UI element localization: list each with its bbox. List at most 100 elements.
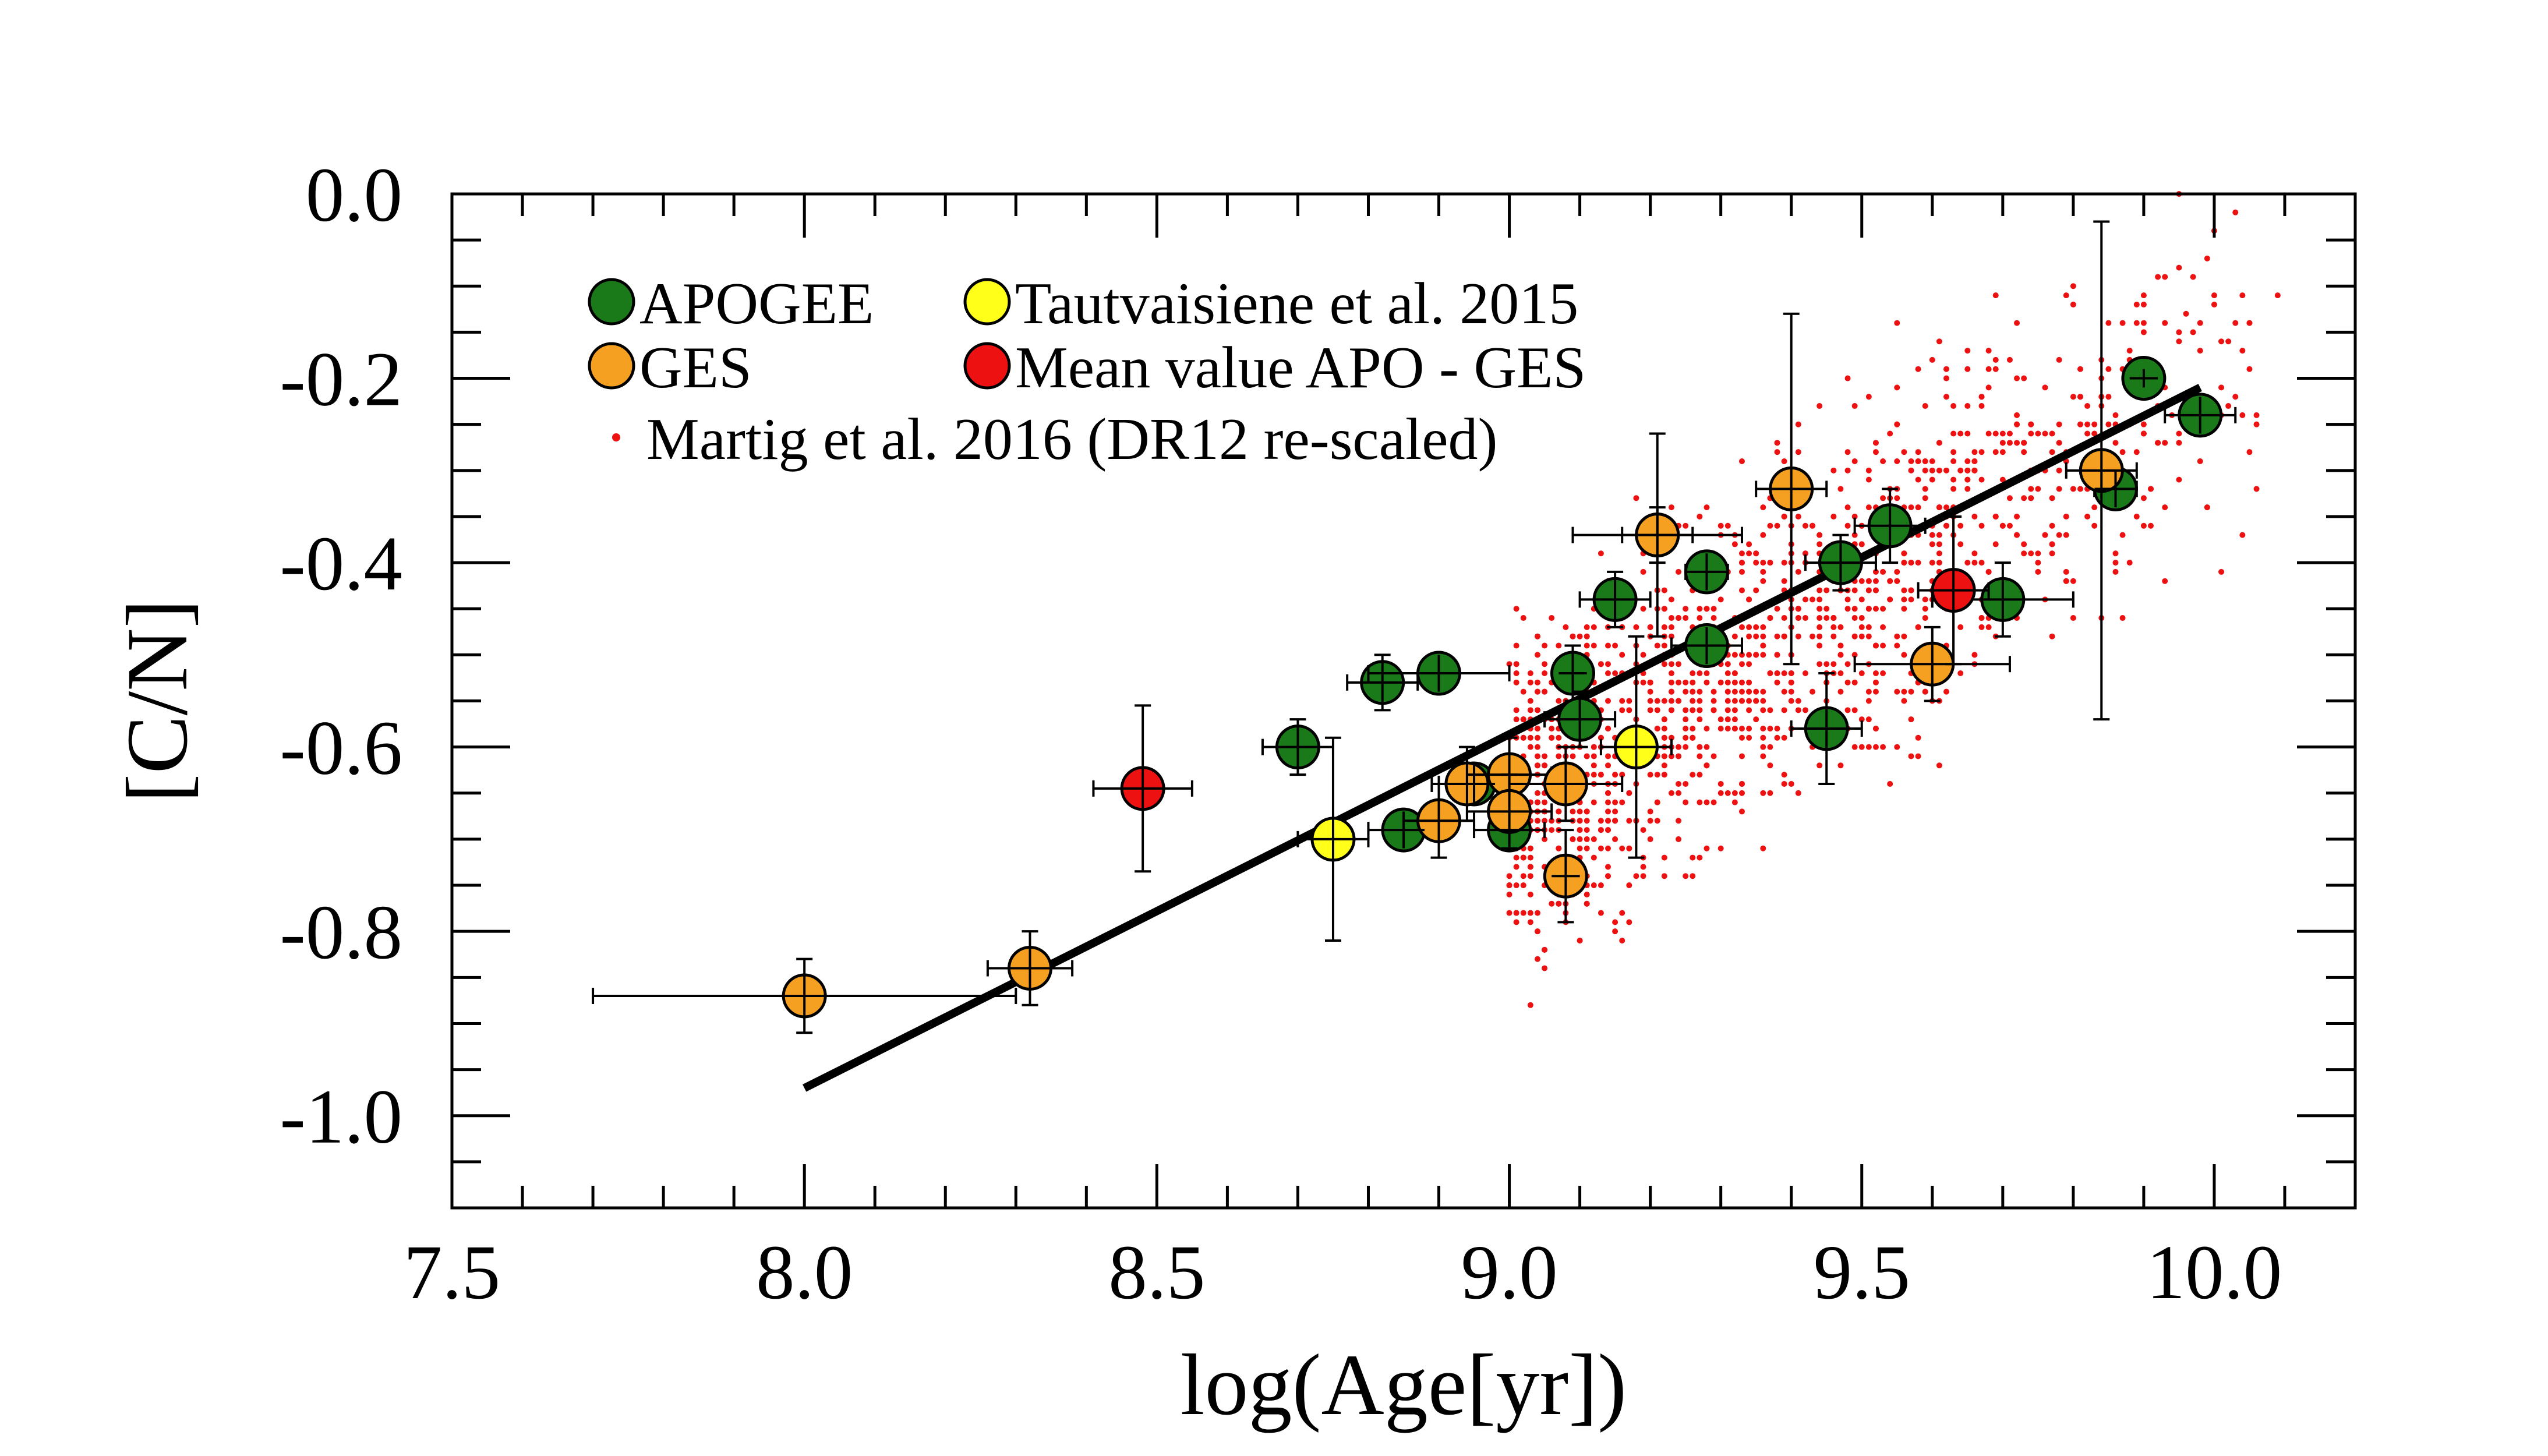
martig-point [1668, 661, 1674, 667]
martig-point [1943, 504, 1949, 511]
martig-point [1746, 688, 1752, 695]
martig-point [1950, 458, 1957, 464]
martig-point [1549, 615, 1555, 621]
martig-point [1717, 522, 1724, 529]
martig-point [2140, 292, 2147, 299]
martig-point [1753, 587, 1759, 593]
martig-point [1626, 790, 1632, 796]
martig-point [1626, 698, 1632, 704]
martig-point [1556, 900, 1562, 907]
martig-point [1746, 707, 1752, 713]
martig-point [1612, 799, 1618, 805]
martig-point [1929, 532, 1935, 538]
martig-point [1774, 670, 1780, 677]
martig-point [1781, 772, 1787, 778]
martig-point [2197, 320, 2203, 326]
martig-point [1640, 873, 1646, 879]
martig-point [1844, 596, 1851, 603]
martig-point [1534, 910, 1540, 916]
martig-point [1683, 688, 1689, 695]
martig-point [1830, 633, 1837, 639]
martig-point [1781, 707, 1787, 713]
martig-point [1570, 808, 1576, 815]
martig-point [2035, 560, 2041, 566]
martig-point [1851, 633, 1858, 639]
martig-point [1549, 734, 1555, 741]
martig-point [1753, 698, 1759, 704]
martig-point [1619, 772, 1625, 778]
martig-point [1661, 854, 1667, 861]
martig-point [1887, 430, 1893, 437]
martig-point [1605, 762, 1612, 769]
martig-point [1802, 596, 1808, 603]
martig-point [1943, 688, 1949, 695]
martig-point [1774, 449, 1780, 455]
martig-point [1612, 836, 1618, 842]
martig-point [1534, 633, 1540, 639]
martig-point [2232, 394, 2239, 400]
martig-point [2119, 449, 2126, 455]
martig-point [1971, 513, 1978, 520]
martig-point [1738, 458, 1745, 464]
martig-point [1527, 891, 1533, 897]
martig-point [1865, 578, 1872, 584]
martig-point [1676, 698, 1682, 704]
martig-point [1704, 744, 1710, 750]
martig-point [1753, 716, 1759, 723]
martig-point [1697, 716, 1703, 723]
martig-point [1591, 753, 1597, 759]
martig-point [2056, 356, 2062, 363]
legend-apogee-marker [588, 278, 635, 326]
martig-point [1767, 762, 1773, 769]
martig-point [1738, 550, 1745, 557]
martig-point [1851, 587, 1858, 593]
martig-point [2070, 394, 2076, 400]
martig-point [1513, 864, 1519, 870]
martig-point [1577, 845, 1583, 851]
martig-point [1605, 753, 1612, 759]
martig-point [1598, 818, 1604, 824]
martig-point [1802, 615, 1808, 621]
martig-point [1746, 698, 1752, 704]
martig-point [1549, 725, 1555, 731]
martig-point [1534, 799, 1540, 805]
martig-point [1760, 624, 1766, 630]
martig-point [1908, 467, 1914, 473]
martig-point [1661, 624, 1667, 630]
martig-point [1872, 642, 1879, 649]
martig-point [1598, 772, 1604, 778]
martig-point [2049, 541, 2055, 547]
martig-point [1654, 772, 1660, 778]
martig-point [1830, 661, 1837, 667]
martig-point [1527, 679, 1533, 685]
martig-point [1894, 421, 1900, 427]
martig-point [1753, 550, 1759, 557]
martig-point [1971, 560, 1978, 566]
martig-point [1894, 578, 1900, 584]
martig-point [1978, 403, 1985, 409]
martig-point [2021, 440, 2027, 446]
martig-point [1767, 744, 1773, 750]
martig-point [1908, 587, 1914, 593]
martig-point [1817, 606, 1823, 612]
martig-point [1746, 633, 1752, 639]
martig-point [2056, 421, 2062, 427]
martig-point [1872, 578, 1879, 584]
martig-point [1894, 744, 1900, 750]
martig-point [2049, 495, 2055, 501]
martig-point [1865, 476, 1872, 483]
martig-point [2070, 615, 2076, 621]
martig-point [1781, 560, 1787, 566]
martig-point [1844, 661, 1851, 667]
martig-point [1520, 854, 1526, 861]
martig-point [2112, 568, 2119, 575]
martig-point [1760, 642, 1766, 649]
martig-point [2021, 449, 2027, 455]
martig-point [1936, 532, 1942, 538]
martig-point [1880, 568, 1886, 575]
x-tick-label: 10.0 [2147, 1229, 2282, 1315]
martig-point [1943, 375, 1949, 381]
martig-point [1598, 882, 1604, 889]
martig-point [2049, 522, 2055, 529]
martig-point [1534, 744, 1540, 750]
